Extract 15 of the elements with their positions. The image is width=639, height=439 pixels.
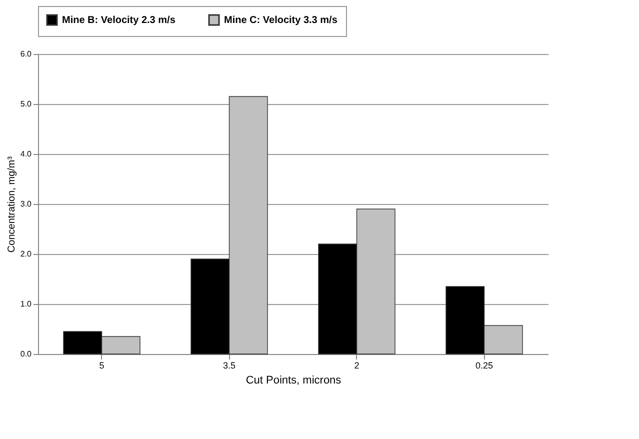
y-tick-label: 2.0 bbox=[20, 250, 32, 258]
x-tick-label: 3.5 bbox=[222, 360, 236, 370]
x-tick-label: 0.25 bbox=[475, 360, 494, 370]
x-axis-title: Cut Points, microns bbox=[246, 374, 342, 386]
y-tick-label: 0.0 bbox=[20, 350, 32, 358]
y-axis-title: Concentration, mg/m³ bbox=[6, 156, 18, 253]
y-tick-label: 4.0 bbox=[20, 150, 32, 158]
x-tick-label: 2 bbox=[354, 360, 360, 370]
y-tick-label: 3.0 bbox=[20, 200, 32, 208]
y-tick-label: 1.0 bbox=[20, 300, 32, 308]
x-tick-label: 5 bbox=[99, 360, 104, 370]
legend-label: Mine B: Velocity 2.3 m/s bbox=[62, 15, 176, 26]
y-tick-label: 6.0 bbox=[20, 50, 32, 58]
legend-label: Mine C: Velocity 3.3 m/s bbox=[224, 15, 338, 26]
y-tick-label: 5.0 bbox=[20, 100, 32, 108]
